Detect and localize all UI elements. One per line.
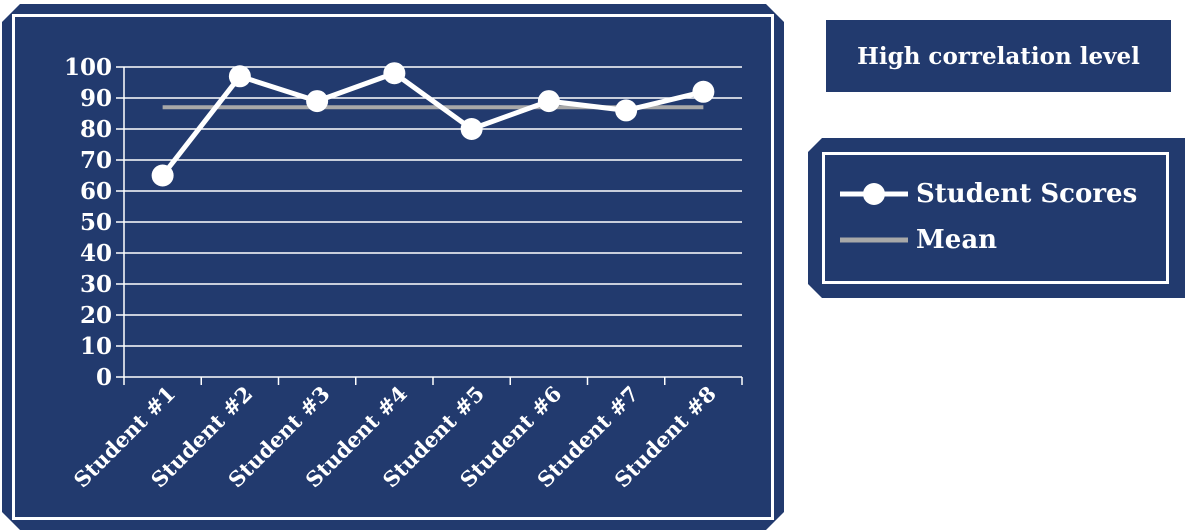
legend-item-mean: Mean <box>838 220 997 260</box>
data-point-student-scores <box>615 99 638 122</box>
data-point-student-scores <box>383 62 406 85</box>
chart-panel: 0 10 20 30 40 50 60 70 80 90 100 Student #1 Student … <box>2 4 784 530</box>
data-point-student-scores <box>306 90 329 113</box>
legend-frame <box>822 152 1169 284</box>
line-marker-icon <box>840 183 908 205</box>
chart-frame <box>12 14 774 520</box>
y-tick-label: 0 <box>96 364 112 391</box>
legend-label-mean: Mean <box>916 225 998 255</box>
y-tick-label: 80 <box>80 116 112 143</box>
data-point-student-scores <box>460 118 483 140</box>
annotation-box: High correlation level <box>826 20 1171 92</box>
series-line-student-scores <box>160 70 704 178</box>
y-tick-label: 50 <box>80 209 112 236</box>
legend-label-student-scores: Student Scores <box>916 179 1138 209</box>
data-point-student-scores <box>228 65 251 88</box>
y-tick-label: 40 <box>80 240 112 267</box>
y-tick-label: 10 <box>80 333 112 360</box>
data-point-student-scores <box>151 164 174 187</box>
line-icon <box>840 237 908 243</box>
y-tick-label: 100 <box>64 54 112 81</box>
data-point-student-scores <box>537 90 560 113</box>
data-point-student-scores <box>692 80 715 103</box>
y-tick-label: 60 <box>80 178 112 205</box>
annotation-text: High correlation level <box>857 42 1140 70</box>
y-tick-label: 20 <box>80 302 112 329</box>
legend-item-student-scores: Student Scores <box>838 174 1137 214</box>
legend: Student Scores Mean <box>808 138 1185 298</box>
y-tick-label: 70 <box>80 147 112 174</box>
y-tick-label: 30 <box>80 271 112 298</box>
y-tick-label: 90 <box>80 85 112 112</box>
